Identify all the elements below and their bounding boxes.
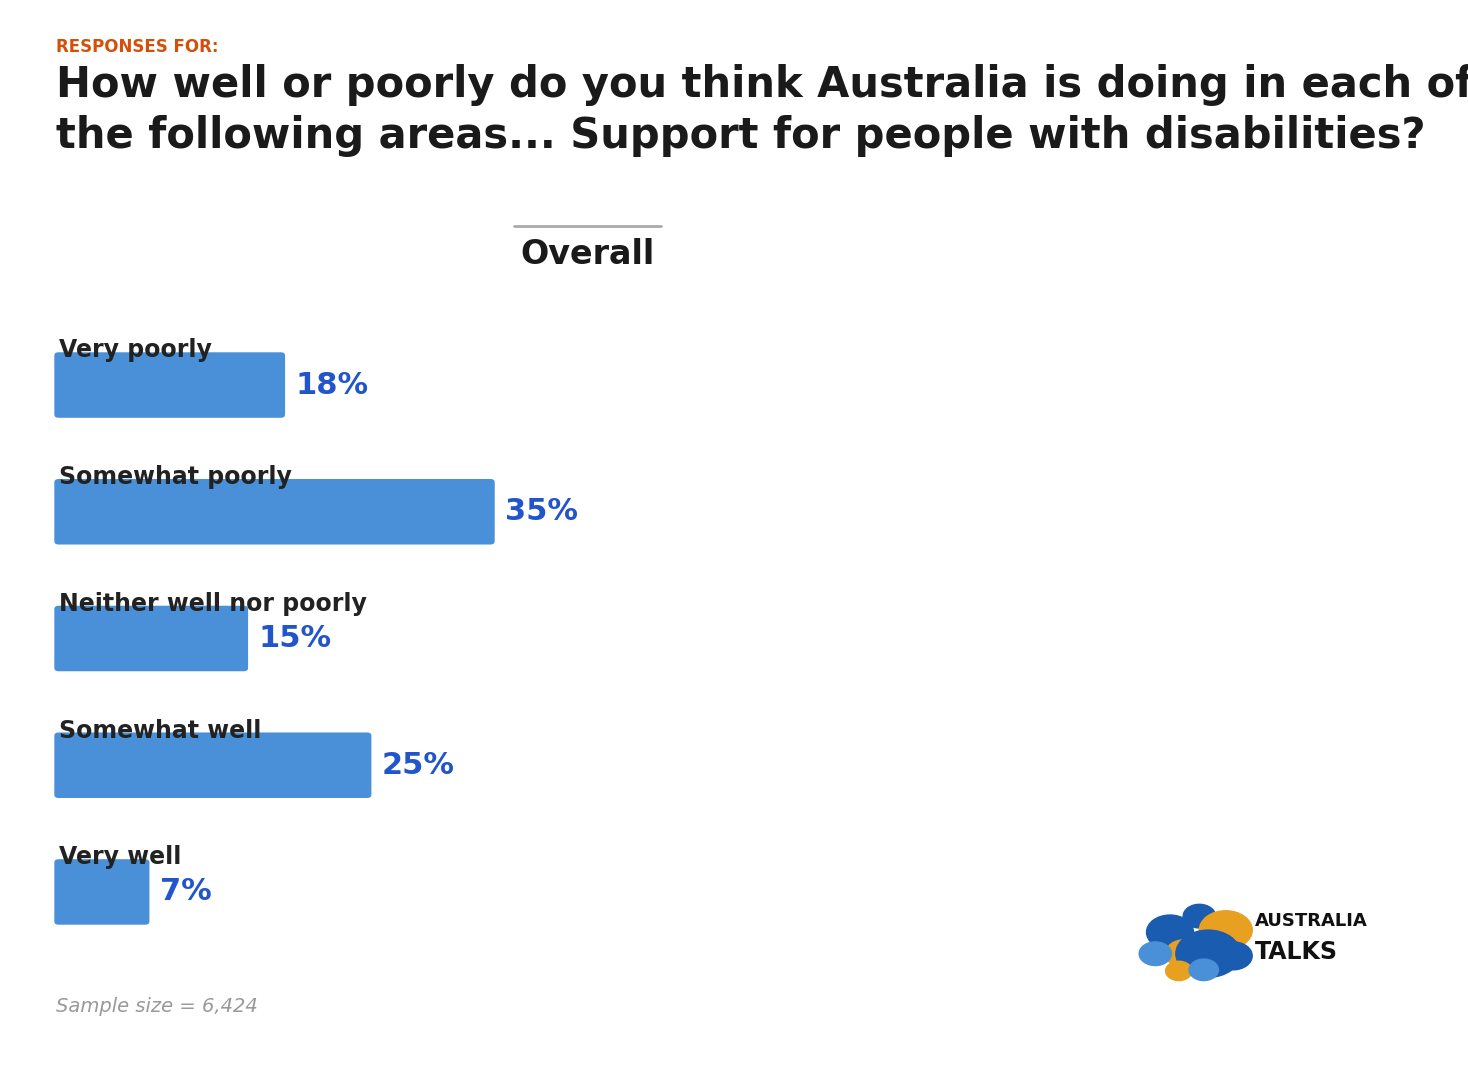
Circle shape bbox=[1139, 942, 1171, 966]
Text: 18%: 18% bbox=[295, 371, 368, 400]
Text: Somewhat well: Somewhat well bbox=[59, 719, 261, 742]
Text: Very poorly: Very poorly bbox=[59, 338, 211, 362]
Circle shape bbox=[1166, 961, 1192, 981]
Circle shape bbox=[1199, 911, 1252, 949]
Text: Somewhat poorly: Somewhat poorly bbox=[59, 465, 292, 489]
Circle shape bbox=[1147, 915, 1193, 949]
Circle shape bbox=[1214, 942, 1252, 970]
Text: the following areas... Support for people with disabilities?: the following areas... Support for peopl… bbox=[56, 115, 1425, 157]
Text: Very well: Very well bbox=[59, 845, 181, 869]
Text: Neither well nor poorly: Neither well nor poorly bbox=[59, 592, 367, 615]
Text: 15%: 15% bbox=[258, 624, 332, 653]
Circle shape bbox=[1166, 940, 1204, 968]
Text: RESPONSES FOR:: RESPONSES FOR: bbox=[56, 38, 219, 56]
Text: TALKS: TALKS bbox=[1255, 940, 1339, 963]
Circle shape bbox=[1176, 930, 1240, 977]
Text: Sample size = 6,424: Sample size = 6,424 bbox=[56, 997, 257, 1016]
Text: AUSTRALIA: AUSTRALIA bbox=[1255, 913, 1368, 930]
Circle shape bbox=[1189, 959, 1218, 981]
Text: 35%: 35% bbox=[505, 497, 578, 526]
Text: How well or poorly do you think Australia is doing in each of: How well or poorly do you think Australi… bbox=[56, 64, 1468, 106]
Text: 7%: 7% bbox=[160, 877, 211, 906]
Text: 25%: 25% bbox=[382, 751, 455, 780]
Circle shape bbox=[1183, 904, 1216, 928]
Text: Overall: Overall bbox=[520, 238, 655, 272]
